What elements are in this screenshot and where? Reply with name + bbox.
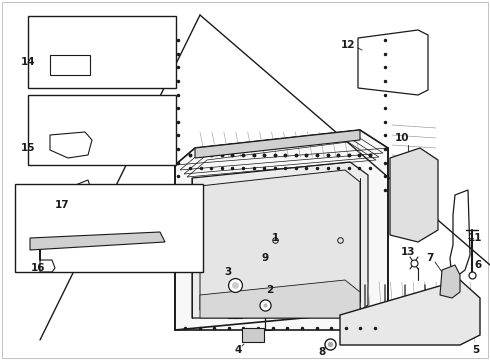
Polygon shape	[390, 148, 438, 242]
Polygon shape	[340, 280, 480, 345]
Text: 15: 15	[21, 143, 35, 153]
Bar	[364, 312, 374, 320]
Text: 13: 13	[401, 247, 415, 257]
Text: 7: 7	[426, 253, 434, 263]
Text: 8: 8	[318, 347, 326, 357]
Polygon shape	[192, 162, 368, 318]
Text: 14: 14	[21, 57, 35, 67]
Text: 4: 4	[234, 345, 242, 355]
Text: 12: 12	[341, 40, 355, 50]
Text: 5: 5	[472, 345, 480, 355]
Text: 9: 9	[262, 253, 269, 263]
Text: 1: 1	[271, 233, 279, 243]
Text: 6: 6	[474, 260, 482, 270]
Polygon shape	[200, 170, 360, 310]
FancyBboxPatch shape	[28, 16, 176, 88]
Bar	[404, 312, 414, 320]
Bar	[424, 312, 434, 320]
Bar	[384, 312, 394, 320]
Polygon shape	[200, 280, 360, 318]
Bar	[242, 328, 264, 342]
Text: 11: 11	[468, 233, 482, 243]
Polygon shape	[175, 130, 388, 330]
Text: 3: 3	[224, 267, 232, 277]
Polygon shape	[440, 265, 460, 298]
Polygon shape	[30, 232, 165, 250]
FancyBboxPatch shape	[28, 95, 176, 165]
Polygon shape	[195, 130, 360, 158]
Text: 10: 10	[395, 133, 409, 143]
Text: 2: 2	[267, 285, 273, 295]
Text: 16: 16	[31, 263, 45, 273]
FancyBboxPatch shape	[15, 184, 203, 272]
Text: 17: 17	[55, 200, 69, 210]
